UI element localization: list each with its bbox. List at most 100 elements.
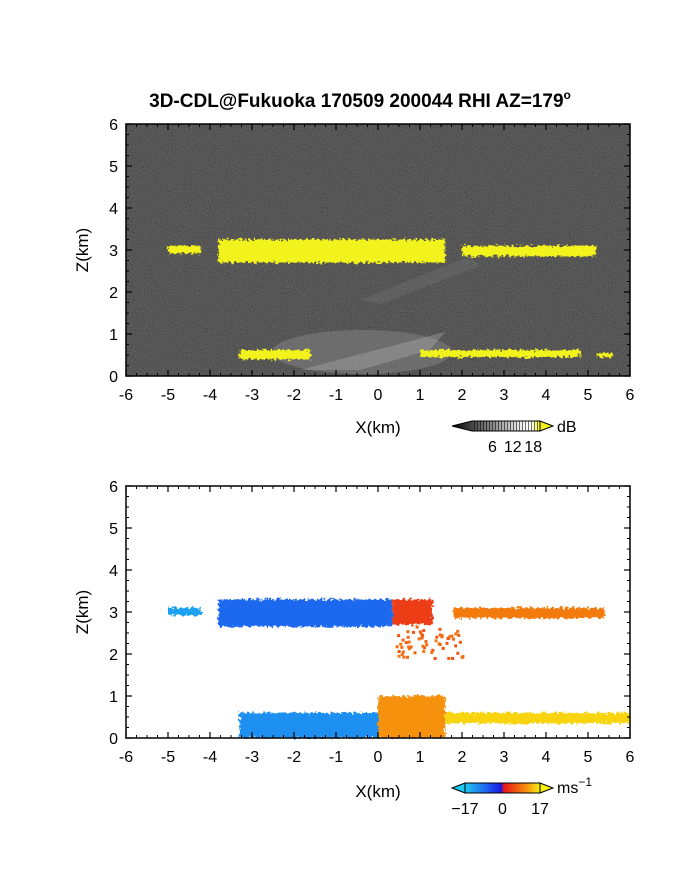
- velocity-speck: [404, 641, 408, 645]
- x-tick-label: -1: [329, 749, 343, 766]
- velocity-speck: [397, 650, 401, 654]
- diffuse-echo-wedge: [300, 332, 445, 370]
- velocity-speck: [406, 635, 410, 639]
- velocity-speck: [412, 630, 416, 634]
- backscatter-plot-frame: [125, 123, 631, 377]
- velocity-speck: [413, 651, 417, 655]
- velocity-speck: [407, 645, 411, 649]
- velocity-speck: [418, 630, 422, 634]
- velocity-layer: [445, 712, 630, 724]
- x-tick-label: -1: [329, 387, 343, 404]
- velocity-speck: [454, 632, 458, 636]
- velocity-speck: [438, 627, 442, 631]
- x-tick-label: 1: [416, 749, 425, 766]
- y-tick-label: 3: [109, 605, 118, 622]
- velocity-speck: [401, 638, 405, 642]
- x-tick-label: 6: [626, 387, 635, 404]
- backscatter-axes: -6 -5 -4 -3 -2 -1 0 1 2 3 4 5 6 0 1 2 3 4 5 6: [109, 117, 634, 404]
- velocity-speck: [406, 630, 410, 634]
- velocity-speck: [450, 634, 454, 638]
- velocity-layers: [168, 599, 630, 738]
- y-tick-label: 2: [109, 285, 118, 302]
- velocity-speck: [399, 642, 403, 646]
- velocity-speck: [423, 646, 427, 650]
- colorbar-tick-label: 18: [524, 439, 542, 456]
- backscatter-layer: [168, 245, 202, 254]
- velocity-speck: [422, 629, 426, 633]
- velocity-speck: [438, 643, 442, 647]
- velocity-speck: [445, 641, 449, 645]
- velocity-speck: [451, 656, 455, 660]
- diffuse-echo-upper: [360, 256, 480, 304]
- velocity-speck: [438, 633, 442, 637]
- velocity-speck: [430, 650, 434, 654]
- velocity-specks: [395, 625, 465, 660]
- velocity-speck: [400, 645, 404, 649]
- velocity-layer: [239, 712, 378, 738]
- x-tick-label: 2: [458, 749, 467, 766]
- x-tick-label: 4: [542, 749, 551, 766]
- velocity-speck: [402, 655, 406, 659]
- y-tick-label: 0: [109, 369, 118, 386]
- velocity-speck: [458, 640, 462, 644]
- x-tick-label: -5: [161, 749, 175, 766]
- y-tick-label: 4: [109, 563, 118, 580]
- backscatter-y-label: Z(km): [73, 228, 92, 272]
- colorbar-tick-label: 6: [488, 439, 497, 456]
- colorbar-tick-label: 17: [531, 801, 549, 818]
- diffuse-echo-lower: [272, 330, 452, 374]
- x-tick-label: 0: [374, 387, 383, 404]
- y-tick-label: 6: [109, 479, 118, 496]
- velocity-layer: [453, 607, 605, 619]
- velocity-axes: -6 -5 -4 -3 -2 -1 0 1 2 3 4 5 6 0 1 2 3 4 5 6: [109, 479, 634, 766]
- velocity-speck: [397, 634, 401, 638]
- velocity-panel: -6 -5 -4 -3 -2 -1 0 1 2 3 4 5 6 0 1 2 3 4 5 6 X(km) Z(km) m…: [73, 479, 635, 818]
- y-tick-label: 4: [109, 201, 118, 218]
- y-tick-label: 5: [109, 159, 118, 176]
- backscatter-colorbar-max-arrow: [539, 420, 555, 432]
- velocity-speck: [421, 633, 425, 637]
- velocity-speck: [431, 648, 435, 652]
- velocity-speck: [424, 640, 428, 644]
- velocity-colorbar-bar: [464, 782, 541, 794]
- colorbar-tick-label: −17: [451, 801, 478, 818]
- x-tick-label: 4: [542, 387, 551, 404]
- velocity-colorbar-min-arrow: [450, 782, 466, 794]
- y-tick-label: 3: [109, 243, 118, 260]
- velocity-colorbar-unit: ms−1: [557, 775, 592, 797]
- backscatter-colorbar: dB 6 12 18: [451, 419, 577, 456]
- velocity-speck: [395, 645, 399, 649]
- backscatter-layer: [596, 352, 614, 358]
- velocity-speck: [435, 635, 439, 639]
- velocity-speck: [419, 632, 423, 636]
- x-tick-label: -2: [287, 749, 301, 766]
- backscatter-layer: [239, 349, 311, 360]
- velocity-colorbar-max-arrow: [539, 782, 555, 794]
- velocity-layer: [378, 696, 446, 738]
- velocity-speck: [421, 644, 425, 648]
- velocity-speck: [452, 637, 456, 641]
- velocity-speck: [456, 651, 460, 655]
- velocity-speck: [401, 650, 405, 654]
- velocity-layer: [168, 607, 202, 616]
- backscatter-layer: [462, 245, 597, 257]
- figure-title: 3D-CDL@Fukuoka 170509 200044 RHI AZ=179o: [149, 88, 571, 112]
- backscatter-x-label: X(km): [355, 418, 400, 437]
- velocity-speck: [422, 649, 426, 653]
- colorbar-tick-label: 0: [498, 801, 507, 818]
- velocity-speck: [460, 655, 464, 659]
- x-tick-label: -4: [203, 749, 217, 766]
- x-tick-label: 0: [374, 749, 383, 766]
- backscatter-layers: [168, 239, 614, 360]
- backscatter-layer: [218, 239, 446, 263]
- y-tick-label: 6: [109, 117, 118, 134]
- velocity-colorbar: ms−1 −17 0 17: [450, 775, 592, 818]
- y-tick-label: 5: [109, 521, 118, 538]
- velocity-x-label: X(km): [355, 782, 400, 801]
- velocity-speck: [420, 636, 424, 640]
- y-tick-label: 1: [109, 689, 118, 706]
- y-tick-label: 0: [109, 731, 118, 748]
- velocity-speck: [448, 635, 452, 639]
